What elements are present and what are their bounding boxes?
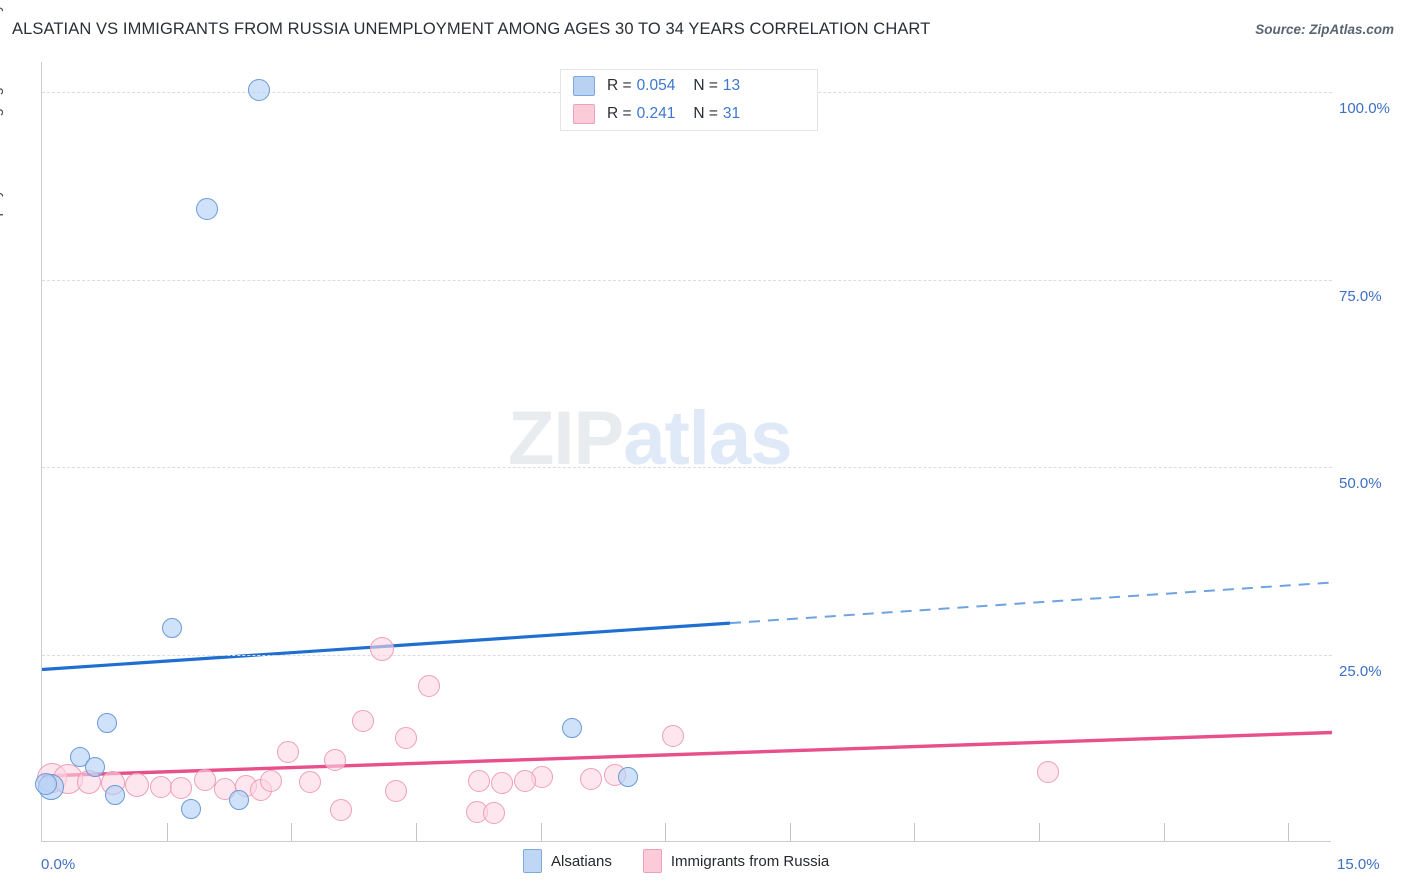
x-axis-max-label: 15.0% (1337, 856, 1380, 873)
data-point-pink[interactable] (299, 771, 322, 793)
data-point-blue[interactable] (69, 746, 90, 767)
x-tick-mark (1288, 823, 1290, 841)
n-label-pink: N = (693, 105, 718, 122)
x-tick-mark (540, 823, 542, 841)
x-axis-min-label: 0.0% (41, 856, 76, 873)
plot-area: 25.0% 50.0% 75.0% 100.0% (35, 62, 1390, 842)
n-value-blue: 13 (722, 77, 741, 94)
y-tick-label-50: 50.0% (1339, 475, 1382, 492)
data-point-pink[interactable] (170, 777, 193, 799)
y-axis-title: Unemployment Among Ages 30 to 34 years (0, 0, 4, 255)
trendlines (41, 581, 1333, 778)
y-tick-label-25: 25.0% (1339, 662, 1382, 680)
x-tick-mark (914, 823, 916, 841)
x-tick-mark (291, 823, 293, 841)
swatch-blue-icon (573, 76, 595, 96)
data-point-blue[interactable] (228, 790, 249, 810)
data-point-pink[interactable] (149, 775, 172, 798)
stat-row-alsatians: R = 0.054 N = 13 (573, 74, 805, 99)
data-point-blue[interactable] (85, 757, 106, 777)
n-label-blue: N = (693, 77, 718, 94)
data-point-pink[interactable] (418, 675, 440, 697)
correlation-legend: R = 0.054 N = 13 R = 0.241 N = 31 (560, 69, 818, 131)
x-tick-mark (789, 823, 791, 841)
legend-label-immigrants[interactable]: Immigrants from Russia (670, 852, 830, 870)
y-tick-label-100: 100.0% (1339, 100, 1390, 117)
x-tick-mark (166, 823, 168, 841)
x-tick-mark (1163, 823, 1165, 841)
data-point-pink[interactable] (662, 725, 685, 748)
gridline-75 (42, 279, 1332, 281)
trendline-immigrants (41, 730, 1333, 778)
data-point-pink[interactable] (385, 780, 408, 802)
data-point-blue[interactable] (561, 718, 582, 738)
r-value-pink: 0.241 (636, 105, 676, 122)
data-point-pink[interactable] (324, 749, 347, 772)
trendline-alsatians-dashed (729, 581, 1333, 625)
source-label: Source: ZipAtlas.com (1255, 22, 1394, 37)
data-point-pink[interactable] (467, 769, 490, 792)
gridline-50 (42, 467, 1332, 468)
data-point-blue[interactable] (161, 617, 182, 638)
data-point-pink[interactable] (394, 726, 417, 749)
data-point-pink[interactable] (514, 770, 537, 793)
x-tick-mark (1039, 823, 1041, 841)
r-label-pink: R = (607, 105, 632, 122)
r-value-blue: 0.054 (636, 77, 676, 94)
stat-row-immigrants: R = 0.241 N = 31 (573, 102, 805, 127)
legend-swatch-immigrants-icon[interactable] (642, 849, 662, 873)
data-point-pink[interactable] (351, 710, 374, 733)
data-point-blue[interactable] (180, 799, 201, 819)
series-legend: Alsatians Immigrants from Russia (523, 849, 851, 873)
x-tick-mark (665, 823, 667, 841)
data-point-pink[interactable] (259, 770, 282, 793)
data-point-blue[interactable] (97, 712, 118, 733)
gridline-25 (42, 654, 1332, 656)
data-point-blue[interactable] (105, 784, 126, 805)
y-tick-label-75: 75.0% (1339, 287, 1382, 305)
data-point-pink[interactable] (194, 768, 217, 791)
data-point-pink[interactable] (1037, 761, 1060, 784)
data-point-blue[interactable] (35, 772, 58, 795)
legend-swatch-alsatians-icon[interactable] (523, 849, 542, 873)
data-point-pink[interactable] (491, 771, 514, 794)
data-point-blue[interactable] (247, 78, 270, 101)
page-title: ALSATIAN VS IMMIGRANTS FROM RUSSIA UNEMP… (12, 20, 931, 38)
legend-label-alsatians[interactable]: Alsatians (551, 852, 612, 870)
data-point-blue[interactable] (617, 766, 638, 787)
data-point-blue[interactable] (196, 198, 219, 220)
data-point-pink[interactable] (124, 773, 149, 797)
data-point-pink[interactable] (330, 798, 353, 821)
n-value-pink: 31 (722, 105, 741, 122)
data-point-pink[interactable] (276, 741, 299, 763)
data-point-pink[interactable] (483, 801, 506, 824)
x-tick-mark (415, 823, 417, 841)
data-point-pink[interactable] (369, 636, 394, 661)
swatch-pink-icon (573, 104, 595, 124)
r-label-blue: R = (607, 77, 632, 94)
data-point-pink[interactable] (579, 768, 602, 790)
